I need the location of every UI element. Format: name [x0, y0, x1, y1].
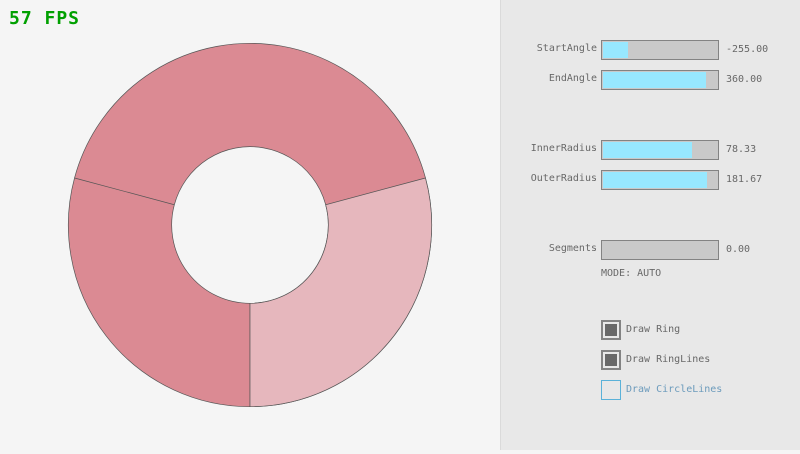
- slider-fill: [603, 72, 706, 88]
- slider-segments[interactable]: Segments 0.00: [501, 240, 800, 260]
- slider-start-angle[interactable]: StartAngle -255.00: [501, 40, 800, 60]
- slider-track[interactable]: [601, 240, 719, 260]
- checkbox-label: Draw Ring: [626, 324, 681, 335]
- control-panel: StartAngle -255.00 EndAngle 360.00 Inner…: [500, 0, 800, 450]
- checkbox-box[interactable]: [601, 320, 621, 340]
- slider-outer-radius[interactable]: OuterRadius 181.67: [501, 170, 800, 190]
- checkbox-box[interactable]: [601, 350, 621, 370]
- slider-track[interactable]: [601, 70, 719, 90]
- mode-label: MODE: AUTO: [601, 268, 662, 279]
- slider-label: Segments: [548, 243, 597, 254]
- render-canvas: 57 FPS: [9, 8, 432, 408]
- slider-track[interactable]: [601, 40, 719, 60]
- slider-track[interactable]: [601, 170, 719, 190]
- slider-label: OuterRadius: [530, 173, 597, 184]
- slider-inner-radius[interactable]: InnerRadius 78.33: [501, 140, 800, 160]
- fps-counter: 57 FPS: [9, 8, 81, 29]
- slider-label: InnerRadius: [530, 143, 597, 154]
- slider-end-angle[interactable]: EndAngle 360.00: [501, 70, 800, 90]
- checkbox-draw-ringlines[interactable]: Draw RingLines: [601, 350, 800, 370]
- slider-label: StartAngle: [536, 43, 597, 54]
- slider-value: 0.00: [726, 244, 751, 255]
- slider-value: -255.00: [726, 44, 769, 55]
- checkbox-label: Draw RingLines: [626, 354, 711, 365]
- check-mark-icon: [605, 324, 617, 336]
- slider-fill: [603, 142, 692, 158]
- checkbox-draw-circlelines[interactable]: Draw CircleLines: [601, 380, 800, 400]
- slider-value: 78.33: [726, 144, 757, 155]
- check-mark-icon: [605, 354, 617, 366]
- slider-label: EndAngle: [548, 73, 597, 84]
- checkbox-box[interactable]: [601, 380, 621, 400]
- slider-track[interactable]: [601, 140, 719, 160]
- ring-sector-light: [249, 177, 432, 408]
- slider-value: 360.00: [726, 74, 763, 85]
- slider-fill: [603, 172, 707, 188]
- slider-fill: [603, 42, 629, 58]
- ring-drawing: [68, 42, 432, 408]
- checkbox-draw-ring[interactable]: Draw Ring: [601, 320, 800, 340]
- slider-value: 181.67: [726, 174, 763, 185]
- checkbox-label: Draw CircleLines: [626, 384, 723, 395]
